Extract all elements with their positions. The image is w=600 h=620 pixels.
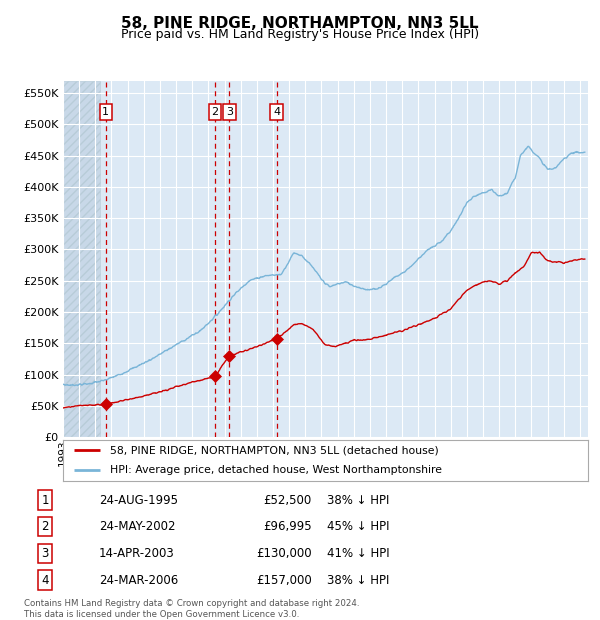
Bar [63,81,100,437]
Text: 4: 4 [273,107,280,117]
Text: 58, PINE RIDGE, NORTHAMPTON, NN3 5LL: 58, PINE RIDGE, NORTHAMPTON, NN3 5LL [121,16,479,30]
Text: 38% ↓ HPI: 38% ↓ HPI [327,574,389,587]
Text: 38% ↓ HPI: 38% ↓ HPI [327,494,389,507]
Text: £52,500: £52,500 [264,494,312,507]
Text: £157,000: £157,000 [256,574,312,587]
Text: 3: 3 [226,107,233,117]
Text: Contains HM Land Registry data © Crown copyright and database right 2024.: Contains HM Land Registry data © Crown c… [24,599,359,608]
Text: 45% ↓ HPI: 45% ↓ HPI [327,520,389,533]
Text: Price paid vs. HM Land Registry's House Price Index (HPI): Price paid vs. HM Land Registry's House … [121,28,479,41]
Text: 14-APR-2003: 14-APR-2003 [99,547,175,560]
Text: 24-AUG-1995: 24-AUG-1995 [99,494,178,507]
Text: 2: 2 [211,107,218,117]
Text: 2: 2 [41,520,49,533]
Text: £96,995: £96,995 [263,520,312,533]
Text: 58, PINE RIDGE, NORTHAMPTON, NN3 5LL (detached house): 58, PINE RIDGE, NORTHAMPTON, NN3 5LL (de… [110,445,439,455]
Text: 4: 4 [41,574,49,587]
Text: This data is licensed under the Open Government Licence v3.0.: This data is licensed under the Open Gov… [24,610,299,619]
Text: 41% ↓ HPI: 41% ↓ HPI [327,547,389,560]
Text: 24-MAR-2006: 24-MAR-2006 [99,574,178,587]
Text: 1: 1 [41,494,49,507]
Text: 24-MAY-2002: 24-MAY-2002 [99,520,176,533]
Text: HPI: Average price, detached house, West Northamptonshire: HPI: Average price, detached house, West… [110,466,442,476]
Text: 1: 1 [103,107,109,117]
Text: £130,000: £130,000 [256,547,312,560]
Text: 3: 3 [41,547,49,560]
